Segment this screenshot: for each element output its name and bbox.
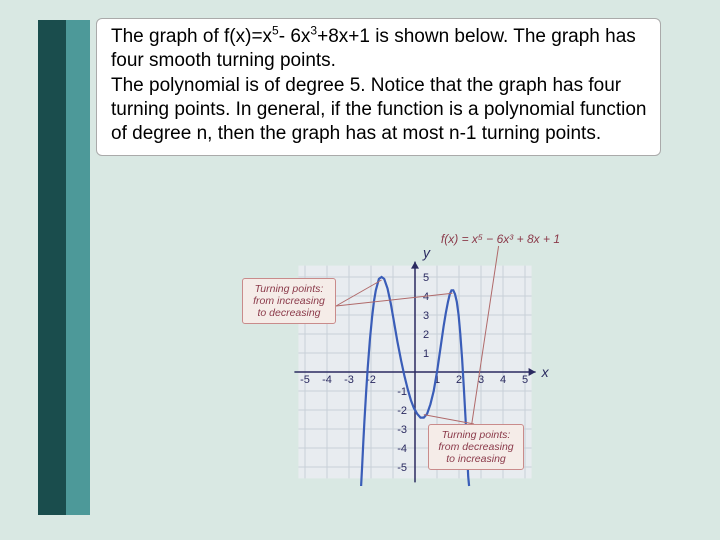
description-box: The graph of f(x)=x5- 6x3+8x+1 is shown … xyxy=(96,18,661,156)
svg-text:2: 2 xyxy=(456,374,462,386)
text-part: +8x+1 is shown below. xyxy=(317,26,508,47)
text-line: The polynomial is of degree 5. Notice th… xyxy=(111,75,647,145)
callout-line: from increasing xyxy=(249,295,329,307)
svg-text:-2: -2 xyxy=(397,405,407,417)
svg-text:-3: -3 xyxy=(397,424,407,436)
text-part: - 6x xyxy=(279,26,311,47)
svg-text:5: 5 xyxy=(522,374,528,386)
svg-text:2: 2 xyxy=(423,329,429,341)
svg-text:4: 4 xyxy=(500,374,506,386)
svg-text:1: 1 xyxy=(423,348,429,360)
svg-text:-3: -3 xyxy=(344,374,354,386)
svg-text:5: 5 xyxy=(423,272,429,284)
svg-text:4: 4 xyxy=(423,291,429,303)
svg-text:-4: -4 xyxy=(397,443,407,455)
polynomial-figure: f(x) = x⁵ − 6x³ + 8x + 1 -5-4-3-21234512… xyxy=(250,232,580,512)
sidebar-stripes xyxy=(38,20,90,515)
x-axis-label: x xyxy=(541,364,550,380)
svg-text:-4: -4 xyxy=(322,374,332,386)
svg-text:-5: -5 xyxy=(397,462,407,474)
y-axis-label: y xyxy=(422,245,431,261)
stripe-dark xyxy=(38,20,66,515)
callout-line: Turning points: xyxy=(249,283,329,295)
chart-svg: -5-4-3-21234512345-1-2-3-4-5 y x xyxy=(250,232,580,512)
callout-line: from decreasing xyxy=(435,441,517,453)
callout-line: to increasing xyxy=(435,453,517,465)
function-label: f(x) = x⁵ − 6x³ + 8x + 1 xyxy=(441,232,560,246)
callout-line: Turning points: xyxy=(435,429,517,441)
svg-text:3: 3 xyxy=(423,310,429,322)
stripe-light xyxy=(66,20,90,515)
callout-increasing-to-decreasing: Turning points: from increasing to decre… xyxy=(242,278,336,324)
svg-text:-5: -5 xyxy=(300,374,310,386)
text-part: The graph of f(x)=x xyxy=(111,26,272,47)
callout-decreasing-to-increasing: Turning points: from decreasing to incre… xyxy=(428,424,524,470)
callout-line: to decreasing xyxy=(249,307,329,319)
sup: 5 xyxy=(272,24,279,38)
svg-text:-1: -1 xyxy=(397,386,407,398)
